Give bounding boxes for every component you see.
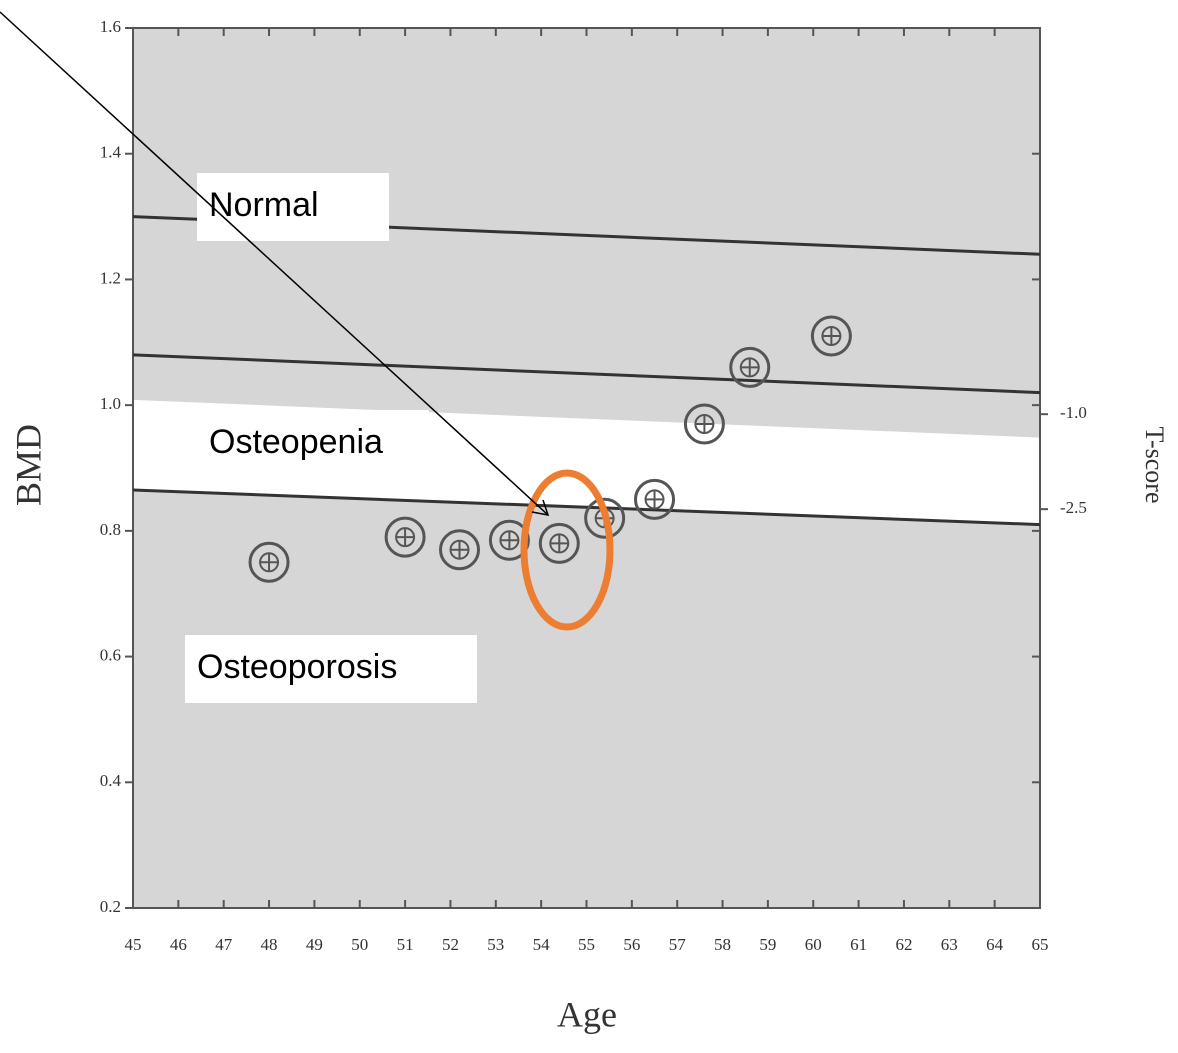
y-tick-label: 0.2 <box>100 897 121 916</box>
data-point <box>248 541 290 583</box>
x-tick-label: 55 <box>578 935 595 954</box>
data-point <box>634 478 676 520</box>
data-point <box>538 522 580 564</box>
marker-circle <box>538 522 580 564</box>
y-tick-label: 1.4 <box>100 143 122 162</box>
annotation: Osteoporosis <box>197 648 397 686</box>
y-tick-label: 0.4 <box>100 771 122 790</box>
x-tick-label: 64 <box>986 935 1004 954</box>
x-tick-label: 52 <box>442 935 459 954</box>
y-tick-label: 1.6 <box>100 17 121 36</box>
annotation: Osteopenia <box>209 423 383 461</box>
x-tick-label: 53 <box>487 935 504 954</box>
reference-line <box>132 488 1041 527</box>
arrow <box>0 11 549 516</box>
highlight <box>520 469 614 631</box>
x-tick-label: 46 <box>170 935 187 954</box>
y-tick-label: 0.8 <box>100 520 121 539</box>
marker-circle <box>488 519 530 561</box>
x-tick-label: 58 <box>714 935 731 954</box>
data-point <box>729 346 771 388</box>
marker-circle <box>584 497 626 539</box>
x-tick-label: 61 <box>850 935 867 954</box>
marker-circle <box>384 516 426 558</box>
y-tick-label: 1.0 <box>100 394 121 413</box>
x-tick-label: 51 <box>397 935 414 954</box>
data-point <box>488 519 530 561</box>
marker-circle <box>439 529 481 571</box>
annotation-box <box>197 173 389 241</box>
data-point <box>810 315 852 357</box>
annotation-box <box>185 635 477 703</box>
x-axis-label: Age <box>557 994 617 1034</box>
annotation: Normal <box>209 186 319 224</box>
y2-tick-label: -2.5 <box>1060 498 1087 517</box>
y-axis-label: BMD <box>8 424 48 506</box>
x-tick-label: 48 <box>261 935 278 954</box>
annotation-box <box>197 410 429 478</box>
marker-circle <box>634 478 676 520</box>
x-tick-label: 50 <box>351 935 368 954</box>
marker-circle <box>683 403 725 445</box>
x-tick-label: 59 <box>759 935 776 954</box>
x-tick-label: 57 <box>669 935 687 954</box>
x-tick-label: 56 <box>623 935 640 954</box>
y-tick-label: 0.6 <box>100 645 121 664</box>
arrow-head <box>531 499 550 516</box>
x-tick-label: 65 <box>1032 935 1049 954</box>
y2-tick-label: -1.0 <box>1060 403 1087 422</box>
x-tick-label: 62 <box>895 935 912 954</box>
marker-circle <box>810 315 852 357</box>
x-tick-label: 60 <box>805 935 822 954</box>
x-tick-label: 54 <box>533 935 551 954</box>
reference-line <box>132 353 1041 395</box>
data-point <box>384 516 426 558</box>
y2-axis-label: T-score <box>1140 426 1169 503</box>
marker-circle <box>248 541 290 583</box>
x-tick-label: 45 <box>125 935 142 954</box>
x-tick-label: 63 <box>941 935 958 954</box>
data-point <box>439 529 481 571</box>
marker-circle <box>729 346 771 388</box>
x-tick-label: 47 <box>215 935 233 954</box>
y-tick-label: 1.2 <box>100 268 121 287</box>
data-point <box>683 403 725 445</box>
x-tick-label: 49 <box>306 935 323 954</box>
